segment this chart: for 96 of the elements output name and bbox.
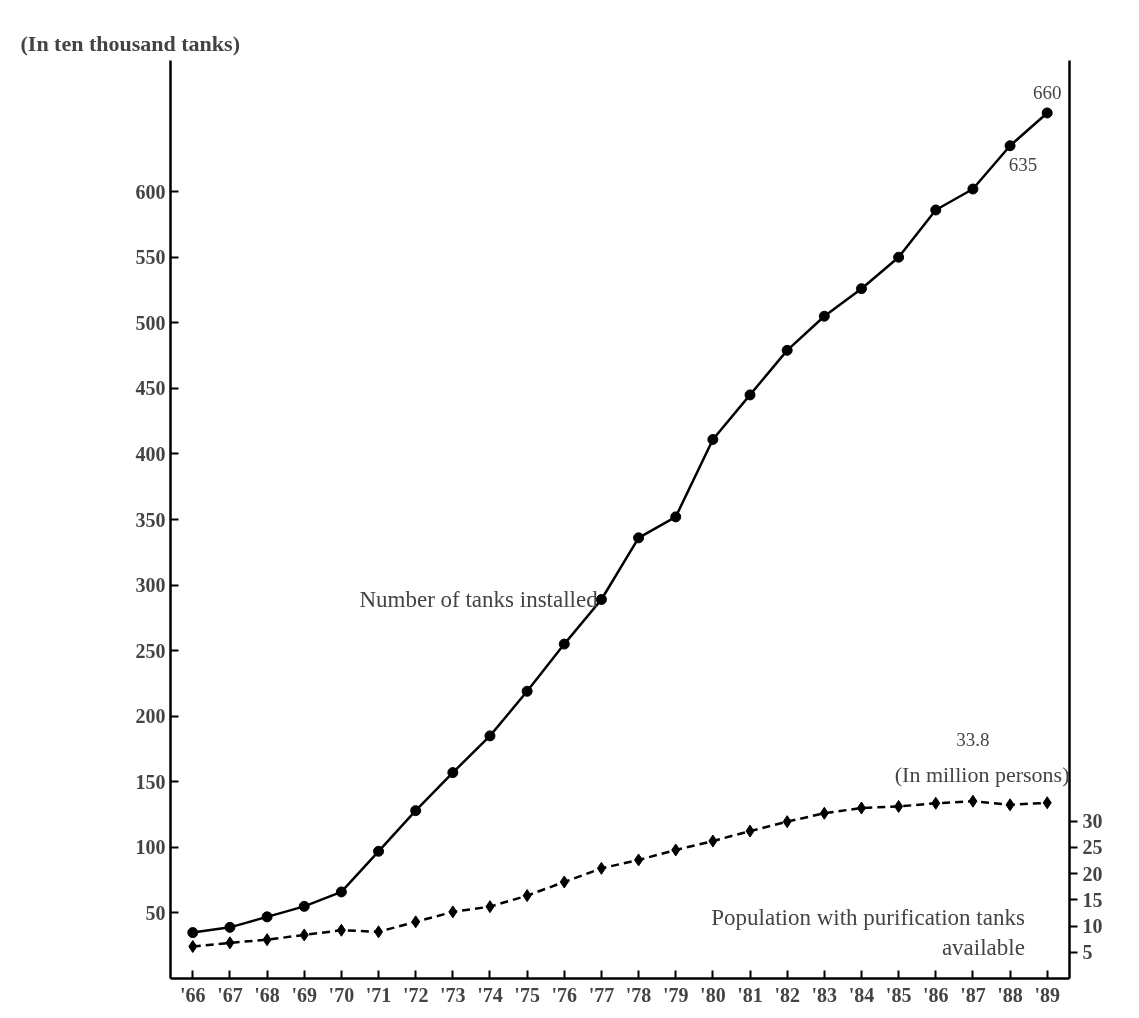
data-label: 660 xyxy=(1032,81,1062,103)
point xyxy=(856,801,866,815)
y-tick-label: 600 xyxy=(135,180,166,203)
x-tick-label: '78 xyxy=(625,983,652,1006)
y2-axis-title: (In million persons) xyxy=(894,762,1070,788)
y2-tick-label: 15 xyxy=(1082,888,1103,911)
point xyxy=(894,799,904,813)
x-tick-label: '83 xyxy=(811,983,838,1006)
x-tick-label: '80 xyxy=(700,983,726,1006)
y2-tick-label: 30 xyxy=(1082,810,1103,833)
y-tick-label: 350 xyxy=(135,508,166,531)
point xyxy=(781,344,793,356)
point xyxy=(261,911,273,923)
y-tick-label: 150 xyxy=(135,770,166,793)
x-tick-label: '76 xyxy=(551,983,578,1006)
point xyxy=(633,532,645,544)
x-tick-label: '67 xyxy=(217,983,243,1006)
y-tick-label: 550 xyxy=(135,246,166,269)
x-tick-label: '86 xyxy=(922,983,949,1006)
point xyxy=(893,251,905,263)
y-tick-label: 200 xyxy=(135,705,166,728)
point xyxy=(745,824,755,838)
point xyxy=(522,889,532,903)
x-tick-label: '81 xyxy=(737,983,763,1006)
point xyxy=(558,638,570,650)
point xyxy=(930,204,942,216)
point xyxy=(671,843,681,857)
y-tick-label: 50 xyxy=(145,901,166,924)
point xyxy=(744,389,756,401)
point xyxy=(225,936,235,950)
point xyxy=(1041,107,1053,119)
point xyxy=(336,923,346,937)
y-tick-label: 100 xyxy=(135,836,166,859)
x-tick-label: '74 xyxy=(477,983,503,1006)
point xyxy=(1005,798,1015,812)
point xyxy=(559,875,569,889)
point xyxy=(968,794,978,808)
point xyxy=(855,283,867,295)
point xyxy=(485,900,495,914)
point xyxy=(634,853,644,867)
point xyxy=(335,886,347,898)
x-tick-label: '89 xyxy=(1034,983,1060,1006)
point xyxy=(707,434,719,445)
x-tick-label: '82 xyxy=(774,983,800,1006)
y2-tick-label: 20 xyxy=(1082,862,1103,885)
x-tick-label: '68 xyxy=(254,983,280,1006)
point xyxy=(484,730,496,742)
y-tick-label: 450 xyxy=(135,377,166,400)
x-tick-label: '85 xyxy=(885,983,912,1006)
point xyxy=(931,796,941,810)
x-tick-label: '73 xyxy=(440,983,466,1006)
y-tick-label: 300 xyxy=(135,574,166,597)
y2-tick-label: 10 xyxy=(1082,915,1103,938)
data-label: 635 xyxy=(1008,153,1038,175)
point xyxy=(447,767,459,779)
y-axis-title: (In ten thousand tanks) xyxy=(20,30,240,56)
x-tick-label: '75 xyxy=(514,983,540,1006)
text: Population with purification tanks available xyxy=(711,904,1025,960)
x-tick-label: '71 xyxy=(365,983,392,1006)
x-tick-label: '88 xyxy=(997,983,1023,1006)
x-tick-label: '72 xyxy=(402,983,429,1006)
data-label: 33.8 xyxy=(956,729,990,751)
x-tick-label: '87 xyxy=(960,983,986,1006)
x-tick-label: '70 xyxy=(328,983,355,1006)
point xyxy=(708,834,718,848)
x-tick-label: '69 xyxy=(291,983,318,1006)
point xyxy=(262,933,272,947)
y2-tick-label: 5 xyxy=(1082,941,1093,964)
y-tick-label: 400 xyxy=(135,442,166,465)
point xyxy=(1004,140,1016,152)
series-label: Number of tanks installed xyxy=(359,587,599,612)
y2-tick-label: 25 xyxy=(1082,836,1103,859)
point xyxy=(188,940,198,953)
point xyxy=(411,915,421,929)
x-tick-label: '77 xyxy=(588,983,615,1006)
point xyxy=(818,310,830,322)
point xyxy=(410,805,422,817)
point xyxy=(1042,796,1052,810)
x-tick-label: '84 xyxy=(848,983,875,1006)
point xyxy=(187,927,199,939)
point xyxy=(782,815,792,829)
point xyxy=(373,845,385,857)
point xyxy=(967,183,979,195)
x-tick-label: '66 xyxy=(180,983,206,1006)
point xyxy=(298,900,310,912)
point xyxy=(374,925,384,939)
y-tick-label: 250 xyxy=(135,639,166,662)
point xyxy=(448,905,458,919)
point xyxy=(670,511,682,523)
point xyxy=(819,806,829,820)
point xyxy=(224,921,236,933)
y-tick-label: 500 xyxy=(135,311,166,334)
point xyxy=(596,861,606,875)
x-tick-label: '79 xyxy=(662,983,689,1006)
point xyxy=(299,928,309,942)
point xyxy=(521,685,533,697)
